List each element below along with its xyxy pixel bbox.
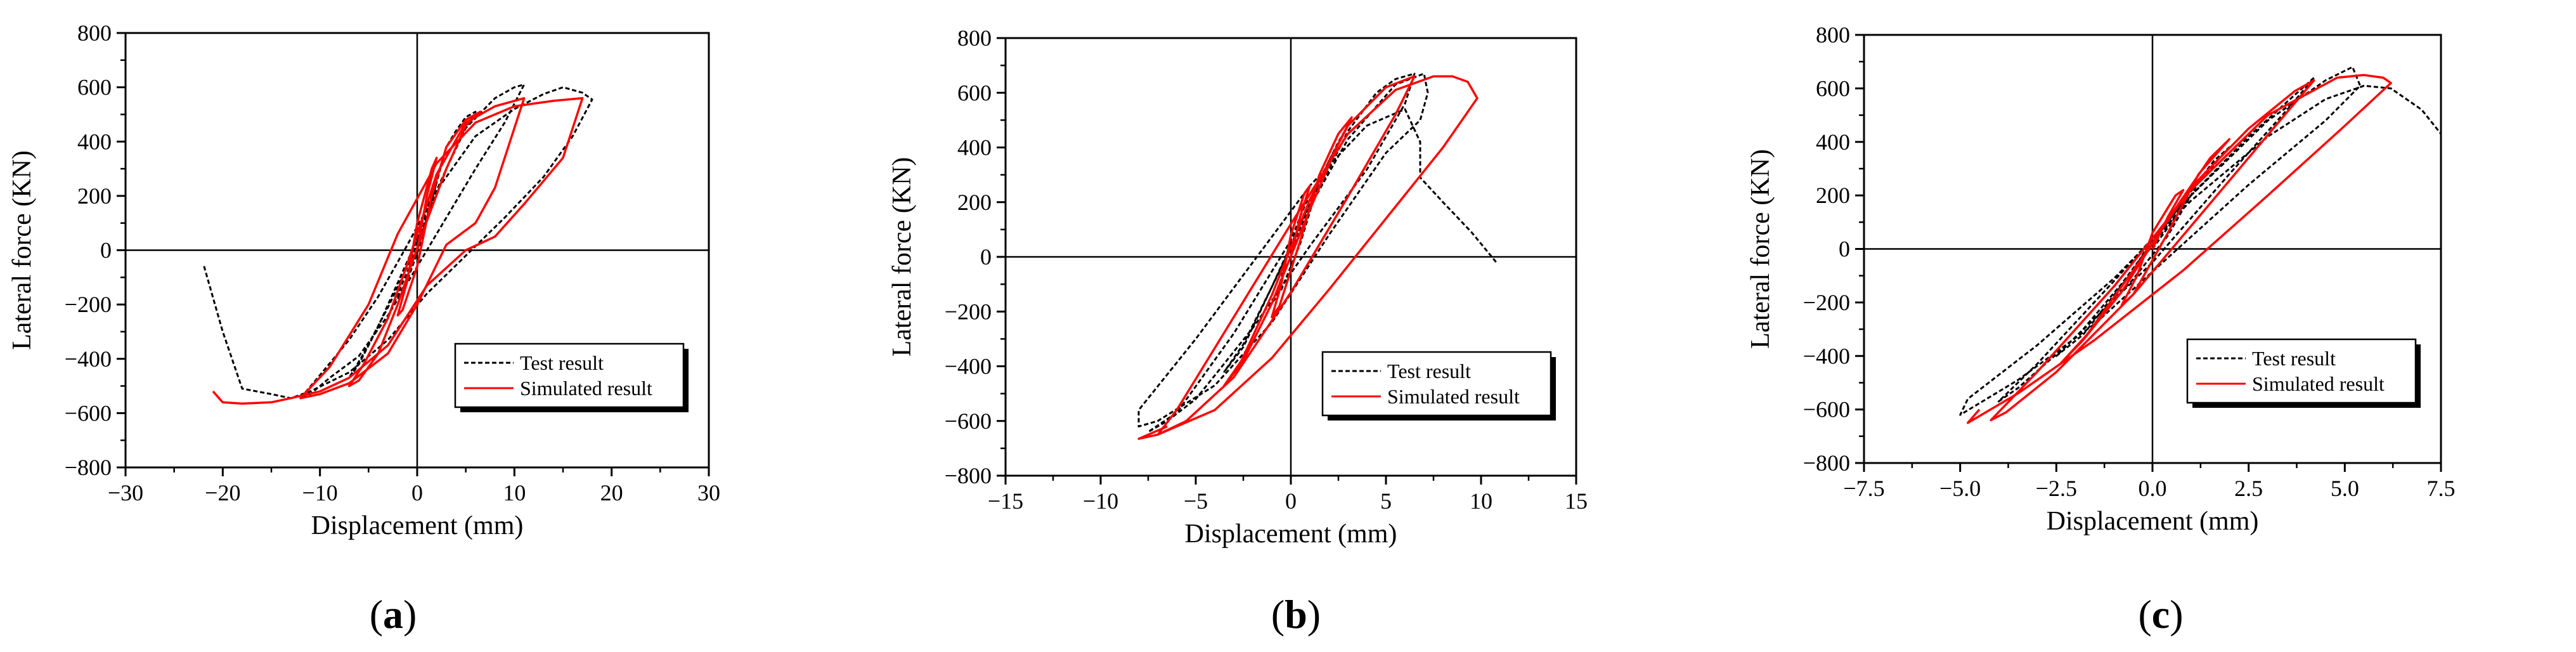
x-tick-label: 2.5 [2234,476,2263,501]
x-tick-label: 15 [1565,488,1588,514]
x-axis-label: Displacement (mm) [2047,507,2259,536]
x-tick-label: 0.0 [2139,476,2167,501]
legend-box [2186,338,2417,404]
y-axis-label: Lateral force (KN) [1746,149,1775,349]
legend-box [1321,351,1552,417]
x-axis-label: Displacement (mm) [311,511,524,540]
x-tick-label: 20 [600,480,623,505]
y-tick-label: −800 [65,455,112,480]
chart-panel-b: −15 −10 −5 0 5 10 15 −800 −600 −400 −200 0 200 400 600… [858,0,1717,652]
y-tick-label: 0 [980,244,992,270]
y-tick-label: 200 [1816,183,1850,208]
y-tick-label: 800 [1816,22,1850,48]
y-tick-label: 600 [1816,75,1850,101]
y-tick-label: −600 [65,400,112,426]
chart-b: −15 −10 −5 0 5 10 15 −800 −600 −400 −200 0 200 400 600… [888,25,1588,637]
y-tick-label: −200 [65,292,112,317]
y-tick-label: −400 [1803,343,1850,368]
y-tick-label: 400 [1816,129,1850,155]
panel-label: (a) [370,592,417,637]
x-tick-label: −7.5 [1843,476,1884,501]
y-tick-label: 400 [957,135,992,160]
y-axis-label: Lateral force (KN) [8,150,37,350]
y-tick-label: −600 [945,408,992,434]
x-tick-label: −5.0 [1939,476,1981,501]
y-tick-label: −200 [945,299,992,324]
x-tick-label: −10 [1083,488,1118,514]
legend-entry-label: Simulated result [520,377,652,400]
y-tick-label: −400 [65,346,112,372]
panel-label: (c) [2138,592,2183,637]
x-tick-label: 7.5 [2427,476,2456,501]
y-tick-label: 0 [100,238,112,263]
series-simulated-line [212,97,584,405]
chart-c: −7.5 −5.0 −2.5 0.0 2.5 5.0 7.5 −800 −600 −400 −200… [1746,22,2456,637]
x-tick-label: 5.0 [2331,476,2359,501]
y-tick-label: −200 [1803,290,1850,315]
y-axis-label: Lateral force (KN) [888,157,917,357]
series-test-line [1959,66,2441,416]
x-tick-label: −2.5 [2036,476,2077,501]
x-tick-label: −10 [302,480,338,505]
y-tick-label: −800 [1803,450,1850,476]
panel-label: (b) [1271,592,1321,637]
y-tick-label: 0 [1839,237,1850,262]
x-tick-label: −20 [205,480,240,505]
y-tick-label: −600 [1803,397,1850,422]
legend-entry-label: Test result [1387,360,1471,382]
y-tick-label: 200 [957,190,992,215]
y-tick-label: 600 [77,75,112,100]
legend-entry-label: Test result [2252,347,2336,370]
x-tick-label: 5 [1380,488,1392,514]
x-tick-label: −30 [108,480,143,505]
legend-entry-label: Simulated result [1387,385,1520,408]
legend-box [454,342,685,408]
x-tick-label: −15 [988,488,1023,514]
y-tick-label: −800 [945,463,992,488]
legend-entry-label: Simulated result [2252,372,2385,395]
x-tick-label: 0 [1285,488,1297,514]
chart-panel-c: −7.5 −5.0 −2.5 0.0 2.5 5.0 7.5 −800 −600 −400 −200… [1717,0,2576,652]
x-tick-label: −5 [1184,488,1208,514]
x-tick-label: 10 [1470,488,1492,514]
x-tick-label: 30 [697,480,720,505]
x-tick-label: 0 [411,480,423,505]
series-simulated-line [1137,75,1479,440]
y-tick-label: 400 [77,129,112,154]
y-tick-label: 800 [77,20,112,46]
legend-entry-label: Test result [520,351,604,374]
y-tick-label: 800 [957,25,992,51]
y-tick-label: 200 [77,183,112,209]
x-tick-label: 10 [503,480,526,505]
chart-a: −30 −20 −10 0 10 20 30 −800 −600 −400 −200 0 200 400 6… [8,20,720,637]
chart-panel-a: −30 −20 −10 0 10 20 30 −800 −600 −400 −200 0 200 400 6… [0,0,858,652]
y-tick-label: 600 [957,80,992,105]
series-simulated-line [1967,74,2392,424]
y-tick-label: −400 [945,354,992,379]
x-axis-label: Displacement (mm) [1185,519,1397,549]
